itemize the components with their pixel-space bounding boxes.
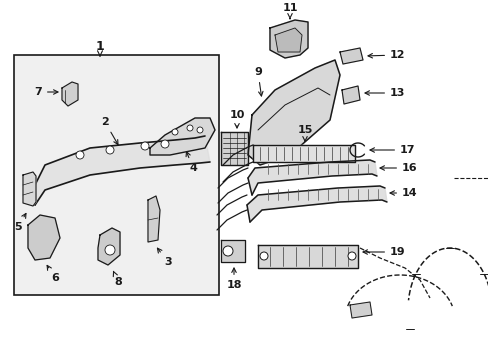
Circle shape — [105, 245, 115, 255]
Bar — [14, 55, 219, 295]
Polygon shape — [274, 28, 302, 52]
Text: 18: 18 — [226, 268, 241, 290]
Text: 2: 2 — [101, 117, 118, 144]
Circle shape — [76, 151, 84, 159]
Circle shape — [186, 125, 193, 131]
Polygon shape — [221, 240, 244, 262]
Circle shape — [223, 246, 232, 256]
Circle shape — [141, 142, 149, 150]
Polygon shape — [252, 145, 354, 162]
Text: 19: 19 — [362, 247, 405, 257]
Circle shape — [106, 146, 114, 154]
Text: 1: 1 — [96, 40, 104, 56]
Polygon shape — [150, 118, 215, 155]
Polygon shape — [98, 228, 120, 265]
Polygon shape — [62, 82, 78, 106]
Text: 10: 10 — [229, 110, 244, 128]
Polygon shape — [35, 136, 209, 205]
Polygon shape — [349, 302, 371, 318]
Text: 14: 14 — [389, 188, 417, 198]
Polygon shape — [148, 196, 160, 242]
Text: 17: 17 — [369, 145, 415, 155]
Text: 6: 6 — [47, 265, 59, 283]
Polygon shape — [247, 160, 376, 195]
Circle shape — [260, 252, 267, 260]
Circle shape — [172, 129, 178, 135]
Circle shape — [161, 140, 169, 148]
Polygon shape — [269, 20, 307, 58]
Polygon shape — [247, 60, 339, 165]
Text: 8: 8 — [113, 271, 122, 287]
Text: 4: 4 — [186, 152, 197, 173]
Text: 15: 15 — [297, 125, 312, 141]
Text: 13: 13 — [364, 88, 405, 98]
Text: 9: 9 — [254, 67, 263, 96]
Text: 11: 11 — [282, 3, 297, 19]
Polygon shape — [28, 215, 60, 260]
Polygon shape — [339, 48, 362, 64]
Text: 16: 16 — [379, 163, 417, 173]
Circle shape — [347, 252, 355, 260]
Text: 12: 12 — [367, 50, 405, 60]
Text: 5: 5 — [14, 213, 26, 232]
Polygon shape — [341, 86, 359, 104]
Polygon shape — [23, 172, 36, 206]
Polygon shape — [221, 132, 247, 165]
Polygon shape — [258, 245, 357, 268]
Text: 7: 7 — [34, 87, 58, 97]
Polygon shape — [246, 186, 386, 222]
Text: 3: 3 — [157, 248, 171, 267]
Circle shape — [197, 127, 203, 133]
